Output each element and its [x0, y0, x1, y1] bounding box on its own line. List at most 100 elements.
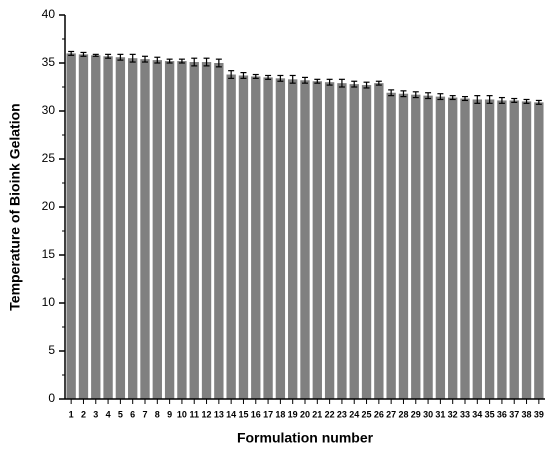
- x-tick-label: 27: [386, 409, 396, 419]
- bar: [423, 95, 433, 399]
- x-tick-label: 10: [177, 409, 187, 419]
- bar: [300, 80, 310, 399]
- x-tick-label: 4: [106, 409, 111, 419]
- error-bar: [338, 78, 345, 88]
- bar: [201, 62, 212, 399]
- error-bar: [191, 57, 198, 67]
- bar: [251, 76, 261, 399]
- bar: [226, 74, 236, 400]
- bar: [91, 55, 101, 399]
- x-tick-label: 5: [118, 409, 123, 419]
- x-tick-label: 12: [202, 409, 212, 419]
- bar: [386, 92, 396, 399]
- error-bar: [117, 53, 124, 61]
- x-axis-label: Formulation number: [237, 430, 374, 446]
- bar: [349, 84, 359, 400]
- y-tick-label: 15: [42, 247, 56, 261]
- bar: [472, 99, 482, 399]
- x-tick-label: 24: [349, 409, 359, 419]
- error-bar: [412, 91, 419, 99]
- error-bar: [228, 70, 235, 79]
- bar: [534, 102, 544, 400]
- x-tick-label: 20: [300, 409, 310, 419]
- y-tick-label: 20: [42, 199, 56, 213]
- x-tick-label: 32: [448, 409, 458, 419]
- bar: [238, 75, 249, 399]
- error-bar: [203, 57, 210, 67]
- y-tick-label: 25: [42, 151, 56, 165]
- y-tick-label: 0: [48, 391, 55, 405]
- bar: [337, 83, 347, 399]
- x-tick-label: 25: [362, 409, 372, 419]
- bar: [275, 78, 286, 400]
- bar: [128, 58, 138, 399]
- x-tick-label: 18: [275, 409, 285, 419]
- y-tick-label: 5: [48, 343, 55, 357]
- error-bar: [166, 58, 173, 64]
- y-tick-label: 10: [42, 295, 56, 309]
- error-bar: [437, 93, 444, 101]
- bar: [460, 98, 470, 400]
- bar: [435, 96, 446, 399]
- error-bar: [400, 90, 407, 98]
- error-bar: [240, 71, 247, 79]
- x-tick-label: 14: [226, 409, 236, 419]
- x-tick-label: 15: [238, 409, 248, 419]
- x-tick-label: 13: [214, 409, 224, 419]
- bar: [374, 83, 384, 399]
- x-tick-label: 31: [435, 409, 445, 419]
- error-bar: [511, 97, 518, 103]
- bar: [509, 100, 519, 399]
- x-tick-label: 37: [509, 409, 519, 419]
- x-tick-label: 26: [374, 409, 384, 419]
- error-bar: [351, 80, 358, 88]
- x-tick-label: 33: [460, 409, 470, 419]
- error-bar: [289, 74, 296, 84]
- bar: [448, 97, 458, 399]
- x-tick-label: 3: [93, 409, 98, 419]
- bar: [115, 57, 126, 400]
- error-bar: [326, 78, 333, 86]
- bar: [214, 63, 224, 399]
- error-bar: [105, 53, 112, 59]
- x-tick-label: 1: [69, 409, 74, 419]
- bar: [66, 53, 76, 400]
- x-tick-label: 8: [155, 409, 160, 419]
- x-tick-label: 6: [130, 409, 135, 419]
- error-bar: [92, 53, 99, 57]
- error-bar: [498, 96, 505, 104]
- bar: [164, 61, 175, 400]
- error-bar: [277, 74, 284, 82]
- x-tick-label: 22: [325, 409, 335, 419]
- y-tick-label: 30: [42, 103, 56, 117]
- error-bar: [314, 78, 321, 84]
- x-tick-label: 38: [522, 409, 532, 419]
- x-tick-label: 16: [251, 409, 261, 419]
- x-tick-label: 34: [472, 409, 482, 419]
- bar: [484, 99, 495, 399]
- error-bar: [375, 80, 382, 86]
- error-bar: [462, 95, 468, 102]
- x-tick-label: 23: [337, 409, 347, 419]
- error-bar: [425, 92, 432, 100]
- x-tick-label: 11: [189, 409, 199, 419]
- bar: [324, 82, 335, 399]
- error-bar: [474, 95, 481, 104]
- error-bar: [363, 81, 370, 89]
- x-tick-label: 39: [534, 409, 544, 419]
- x-tick-label: 7: [142, 409, 147, 419]
- x-tick-label: 30: [423, 409, 433, 419]
- x-tick-label: 28: [398, 409, 408, 419]
- error-bar: [154, 56, 161, 64]
- bar: [411, 94, 421, 400]
- y-tick-label: 40: [42, 7, 56, 21]
- x-tick-label: 19: [288, 409, 298, 419]
- error-bar: [265, 74, 272, 80]
- y-tick-label: 35: [42, 55, 56, 69]
- bar: [140, 59, 150, 399]
- error-bar: [523, 98, 530, 104]
- bar: [288, 79, 298, 399]
- x-tick-label: 2: [81, 409, 86, 419]
- error-bar: [449, 95, 456, 101]
